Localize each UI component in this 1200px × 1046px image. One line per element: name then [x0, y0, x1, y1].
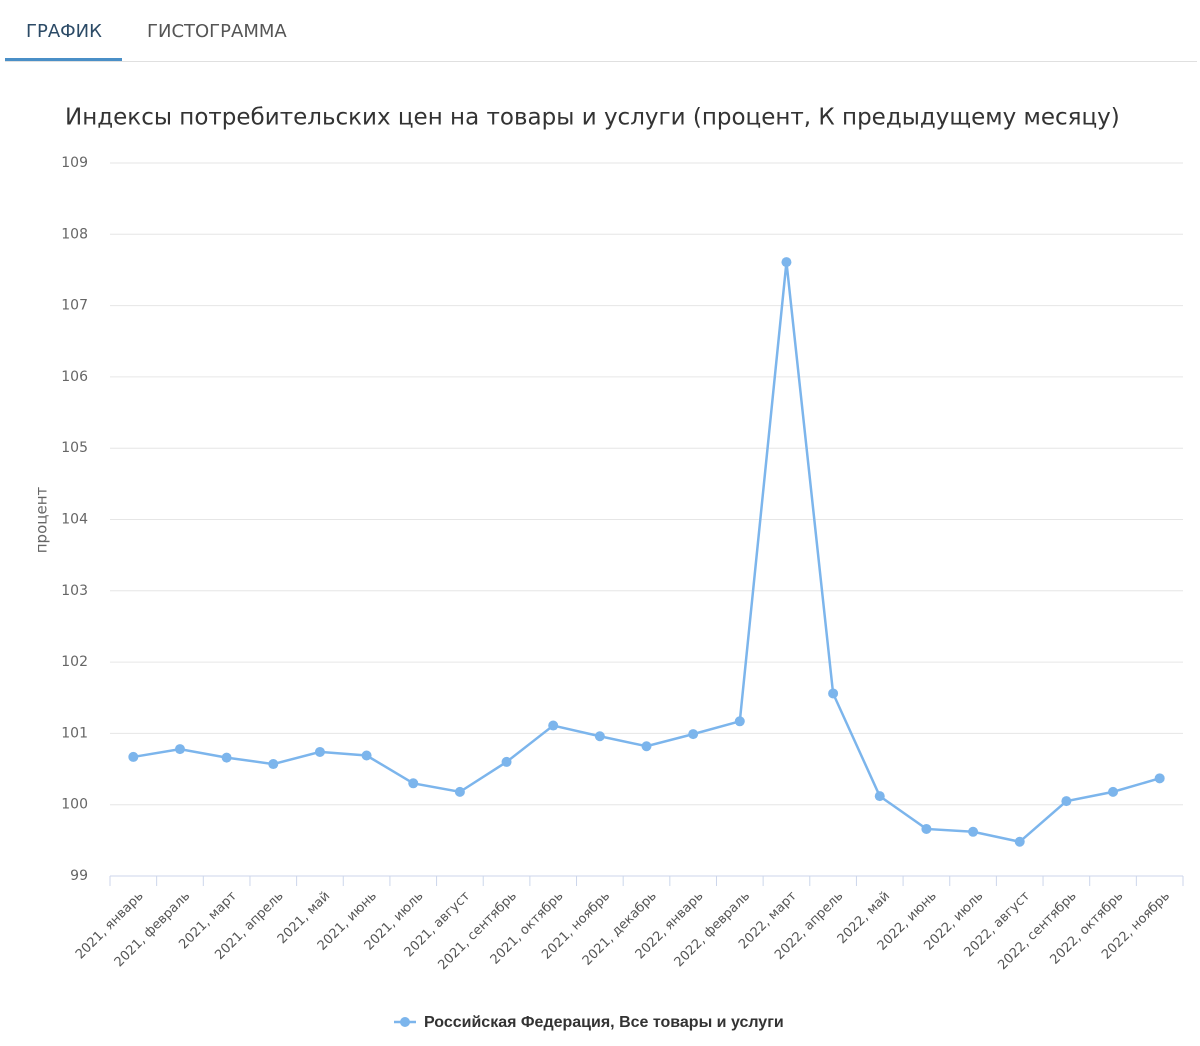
point [1061, 796, 1072, 807]
y-tick-label: 107 [61, 298, 88, 314]
point [594, 731, 605, 742]
tab-indicator [5, 58, 122, 61]
y-tick-label: 105 [61, 440, 88, 456]
y-tick-label: 104 [61, 512, 88, 528]
point [828, 688, 839, 699]
point [174, 744, 185, 755]
point [688, 729, 699, 740]
y-tick-label: 108 [61, 226, 88, 242]
point [921, 823, 932, 834]
tab-active[interactable]: ГРАФИК [26, 21, 102, 42]
y-tick-label: 99 [70, 868, 88, 884]
point [501, 756, 512, 767]
y-tick-label: 103 [61, 583, 88, 599]
point [1014, 836, 1025, 847]
point [408, 778, 419, 789]
y-tick-label: 106 [61, 369, 88, 385]
y-axis-label: процент [33, 486, 51, 553]
point [361, 750, 372, 761]
point [781, 257, 792, 268]
point [734, 716, 745, 727]
point [548, 720, 559, 731]
x-tick-label: 2021, сентябрь [435, 889, 519, 973]
point [221, 752, 232, 763]
point [874, 791, 885, 802]
legend-label: Российская Федерация, Все товары и услуг… [424, 1014, 784, 1031]
point [128, 751, 139, 762]
y-tick-label: 101 [61, 725, 88, 741]
point [968, 826, 979, 837]
point [268, 759, 279, 770]
legend-marker [400, 1017, 410, 1027]
point [314, 746, 325, 757]
point [454, 786, 465, 797]
point [1154, 773, 1165, 784]
tab[interactable]: ГИСТОГРАММА [147, 21, 287, 42]
point [1108, 786, 1119, 797]
chart-title: Индексы потребительских цен на товары и … [65, 105, 1120, 131]
y-tick-label: 100 [61, 797, 88, 813]
y-tick-label: 109 [61, 155, 88, 171]
y-tick-label: 102 [61, 654, 88, 670]
point [641, 741, 652, 752]
line [133, 261, 1161, 844]
x-tick-label: 2022, сентябрь [995, 889, 1079, 973]
